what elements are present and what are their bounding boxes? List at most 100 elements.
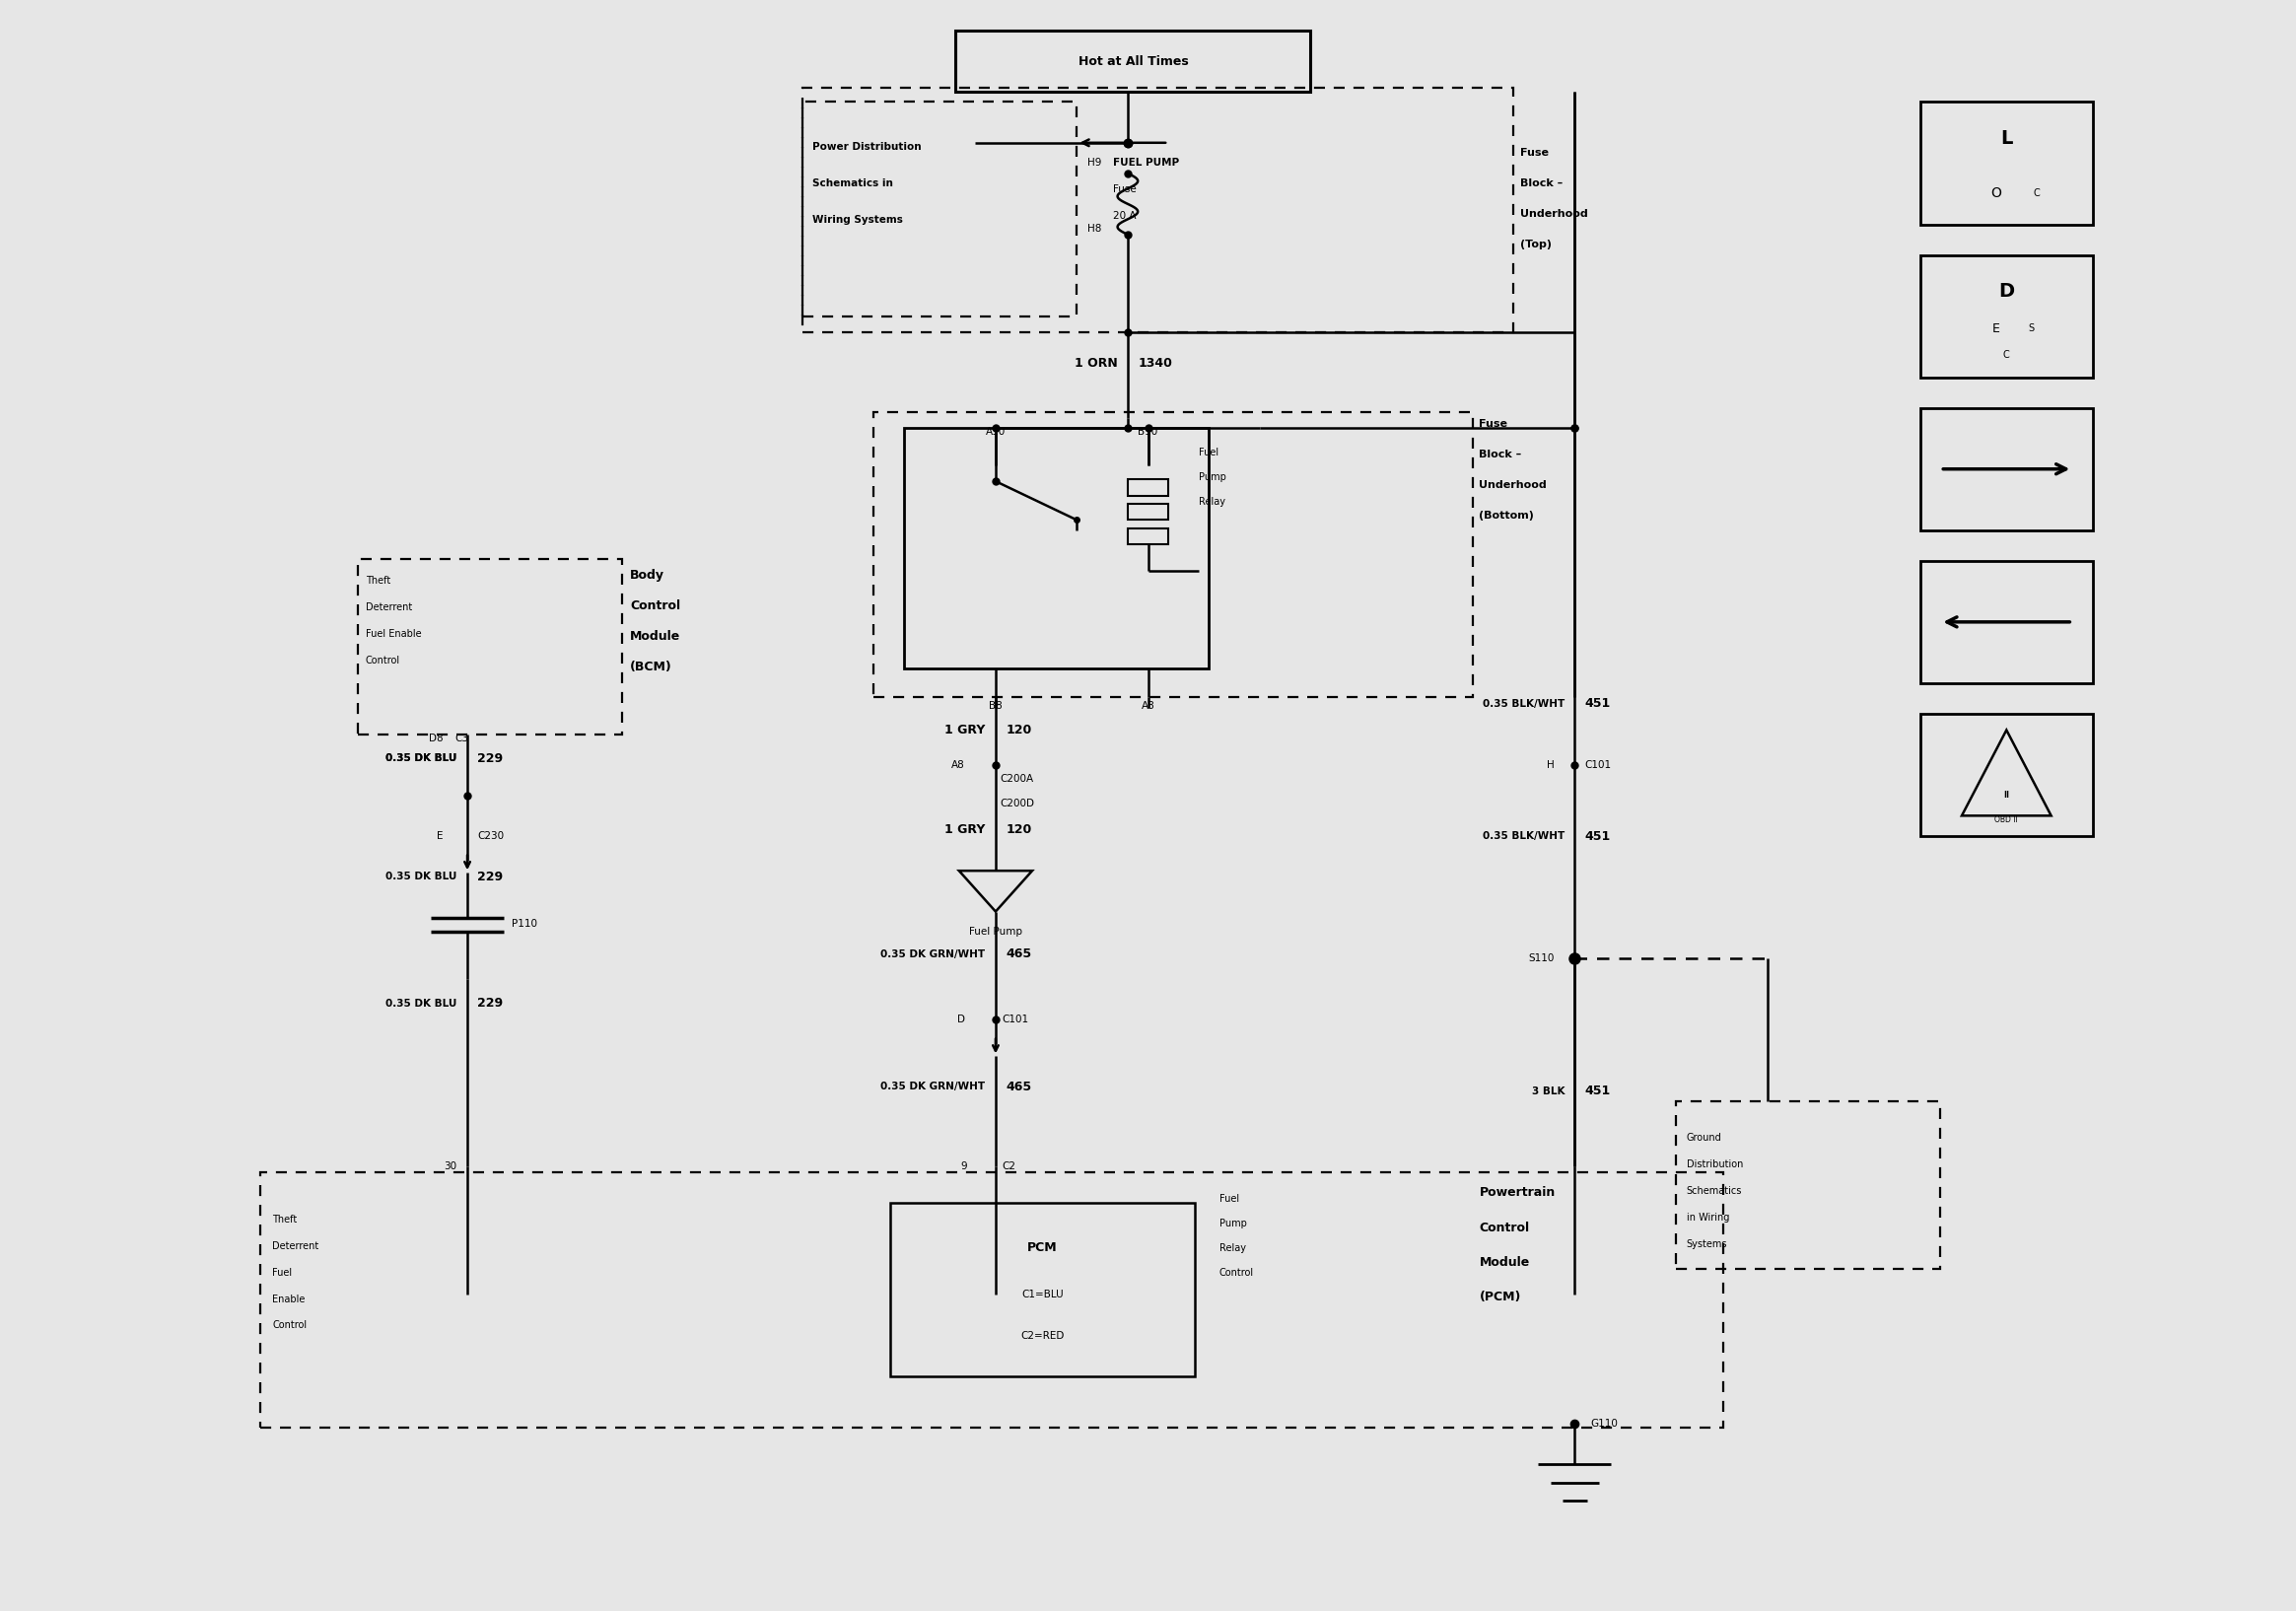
Text: Relay: Relay (1199, 496, 1226, 506)
Text: Enable: Enable (273, 1294, 305, 1303)
Bar (955, 31, 1311, 92)
Text: Power Distribution: Power Distribution (813, 142, 921, 151)
Text: 0.35 DK BLU: 0.35 DK BLU (386, 754, 457, 764)
Text: O: O (1991, 187, 2002, 201)
Text: A10: A10 (985, 427, 1006, 437)
Text: Systems: Systems (1688, 1239, 1727, 1249)
Text: Control: Control (1479, 1221, 1529, 1234)
Text: 451: 451 (1584, 698, 1612, 710)
Text: Fuel: Fuel (1199, 448, 1219, 458)
Bar (1127, 504, 1169, 520)
Text: H: H (1548, 760, 1554, 770)
Text: 120: 120 (1006, 823, 1031, 836)
Bar (804, 101, 1077, 316)
Bar (891, 1203, 1194, 1376)
Text: 0.35 DK BLU: 0.35 DK BLU (386, 999, 457, 1008)
Text: Control: Control (365, 656, 400, 665)
Bar (358, 559, 622, 735)
Text: Fuel: Fuel (273, 1268, 292, 1278)
Text: B10: B10 (1139, 427, 1157, 437)
Text: Fuse: Fuse (1479, 419, 1508, 429)
Text: 0.35 BLK/WHT: 0.35 BLK/WHT (1483, 831, 1564, 841)
Text: (Top): (Top) (1520, 240, 1552, 250)
Bar (804, 87, 1513, 332)
Text: Powertrain: Powertrain (1479, 1187, 1554, 1199)
Text: FUEL PUMP: FUEL PUMP (1114, 158, 1180, 168)
Text: C: C (2034, 188, 2041, 198)
Text: S110: S110 (1529, 954, 1554, 963)
Bar (1919, 101, 2094, 224)
Text: D: D (957, 1015, 964, 1025)
Text: Module: Module (629, 630, 680, 643)
Text: Schematics in: Schematics in (813, 179, 893, 188)
Text: Deterrent: Deterrent (365, 603, 413, 612)
Bar (259, 1173, 1722, 1427)
Bar (1919, 255, 2094, 377)
Text: Relay: Relay (1219, 1244, 1247, 1253)
Text: 229: 229 (478, 997, 503, 1010)
Text: D8: D8 (429, 733, 443, 743)
Text: C200D: C200D (999, 799, 1033, 809)
Text: 1 GRY: 1 GRY (944, 823, 985, 836)
Text: Hot at All Times: Hot at All Times (1079, 55, 1189, 68)
Text: 1 GRY: 1 GRY (944, 723, 985, 736)
Text: B8: B8 (990, 701, 1003, 710)
Text: in Wiring: in Wiring (1688, 1213, 1729, 1223)
Text: 20 A: 20 A (1114, 211, 1137, 221)
Text: Control: Control (273, 1321, 308, 1331)
Text: Pump: Pump (1199, 472, 1226, 482)
Text: C101: C101 (1001, 1015, 1029, 1025)
Text: 1 ORN: 1 ORN (1075, 356, 1118, 369)
Text: A8: A8 (1141, 701, 1155, 710)
Text: Deterrent: Deterrent (273, 1240, 319, 1250)
Bar (1127, 528, 1169, 545)
Text: (BCM): (BCM) (629, 661, 673, 673)
Bar (1127, 478, 1169, 496)
Text: Fuel: Fuel (1219, 1194, 1240, 1203)
Text: D: D (1998, 282, 2014, 301)
Text: C1=BLU: C1=BLU (1022, 1290, 1063, 1300)
Text: 0.35 DK GRN/WHT: 0.35 DK GRN/WHT (882, 1083, 985, 1092)
Text: 1340: 1340 (1139, 356, 1173, 369)
Text: C2=RED: C2=RED (1019, 1331, 1065, 1340)
Text: G110: G110 (1591, 1418, 1619, 1429)
Text: Underhood: Underhood (1520, 209, 1587, 219)
Text: Block –: Block – (1520, 179, 1564, 188)
Text: 451: 451 (1584, 1084, 1612, 1097)
Text: (Bottom): (Bottom) (1479, 511, 1534, 520)
Text: Fuse: Fuse (1520, 148, 1548, 158)
Text: 465: 465 (1006, 947, 1031, 960)
Text: 30: 30 (443, 1162, 457, 1171)
Text: 451: 451 (1584, 830, 1612, 843)
Text: A8: A8 (951, 760, 964, 770)
Text: 9: 9 (960, 1162, 967, 1171)
Bar (1919, 408, 2094, 530)
Text: E: E (436, 831, 443, 841)
Text: Control: Control (629, 599, 680, 612)
Text: OBD II: OBD II (1995, 815, 2018, 825)
Text: Ground: Ground (1688, 1133, 1722, 1142)
Text: PCM: PCM (1026, 1242, 1058, 1255)
Text: 229: 229 (478, 870, 503, 883)
Text: C101: C101 (1584, 760, 1612, 770)
Text: C3: C3 (455, 733, 468, 743)
Bar (1676, 1102, 1940, 1268)
Text: Pump: Pump (1219, 1218, 1247, 1229)
Text: II: II (2004, 791, 2009, 799)
Text: 3 BLK: 3 BLK (1531, 1086, 1564, 1095)
Text: H8: H8 (1086, 224, 1102, 234)
Text: L: L (2000, 129, 2014, 148)
Text: E: E (1993, 322, 2000, 335)
Text: 0.35 BLK/WHT: 0.35 BLK/WHT (1483, 699, 1564, 709)
Text: Body: Body (629, 569, 664, 582)
Text: Theft: Theft (273, 1215, 296, 1224)
Text: (PCM): (PCM) (1479, 1290, 1520, 1303)
Text: Distribution: Distribution (1688, 1160, 1743, 1170)
Text: 0.35 DK BLU: 0.35 DK BLU (386, 754, 457, 764)
Text: H9: H9 (1086, 158, 1102, 168)
Bar (875, 412, 1474, 698)
Text: C: C (2002, 350, 2009, 361)
Text: Fuel Pump: Fuel Pump (969, 926, 1022, 938)
Text: Wiring Systems: Wiring Systems (813, 216, 902, 226)
Text: Module: Module (1479, 1257, 1529, 1269)
